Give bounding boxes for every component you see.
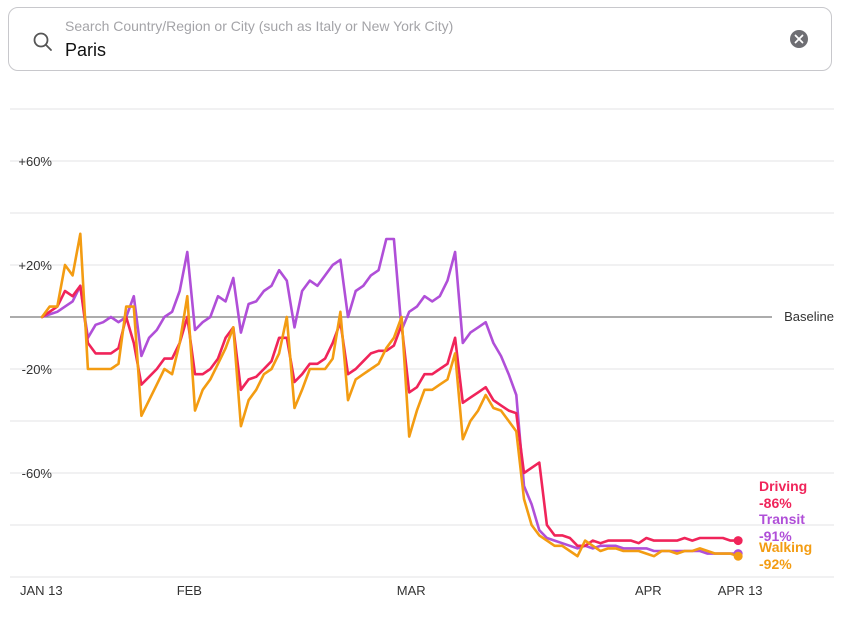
series-value-driving: -86% <box>759 495 792 511</box>
x-tick-label: APR 13 <box>718 583 763 598</box>
series-name-driving: Driving <box>759 478 807 494</box>
y-tick-labels: +60% +20% -20% -60% <box>18 154 52 481</box>
series-line-transit <box>40 237 740 555</box>
x-tick-label: JAN 13 <box>20 583 63 598</box>
x-tick-label: APR <box>635 583 662 598</box>
clear-search-button[interactable] <box>789 29 809 49</box>
baseline-label: Baseline <box>784 309 834 324</box>
series-value-transit: -91% <box>759 528 792 544</box>
x-tick-labels: JAN 13 FEB MAR APR APR 13 <box>20 583 763 598</box>
search-icon <box>33 32 52 51</box>
search-input[interactable]: Paris <box>65 40 107 60</box>
series-end-point-driving <box>733 536 743 546</box>
search-placeholder: Search Country/Region or City (such as I… <box>65 18 454 34</box>
series-value-walking: -92% <box>759 556 792 572</box>
search-bar[interactable]: Search Country/Region or City (such as I… <box>8 7 832 71</box>
series-line-driving <box>40 284 740 548</box>
series-layer <box>40 232 740 558</box>
y-tick-label: +60% <box>18 154 52 169</box>
series-end-point-walking <box>733 551 743 561</box>
y-tick-label: -60% <box>22 466 53 481</box>
series-name-walking: Walking <box>759 539 812 555</box>
y-tick-label: +20% <box>18 258 52 273</box>
series-line-walking <box>40 232 740 558</box>
x-tick-label: FEB <box>177 583 202 598</box>
series-end-labels: Driving-86%Transit-91%Walking-92% <box>733 478 812 572</box>
series-name-transit: Transit <box>759 511 805 527</box>
y-tick-label: -20% <box>22 362 53 377</box>
grid-layer <box>10 108 834 578</box>
x-tick-label: MAR <box>397 583 426 598</box>
